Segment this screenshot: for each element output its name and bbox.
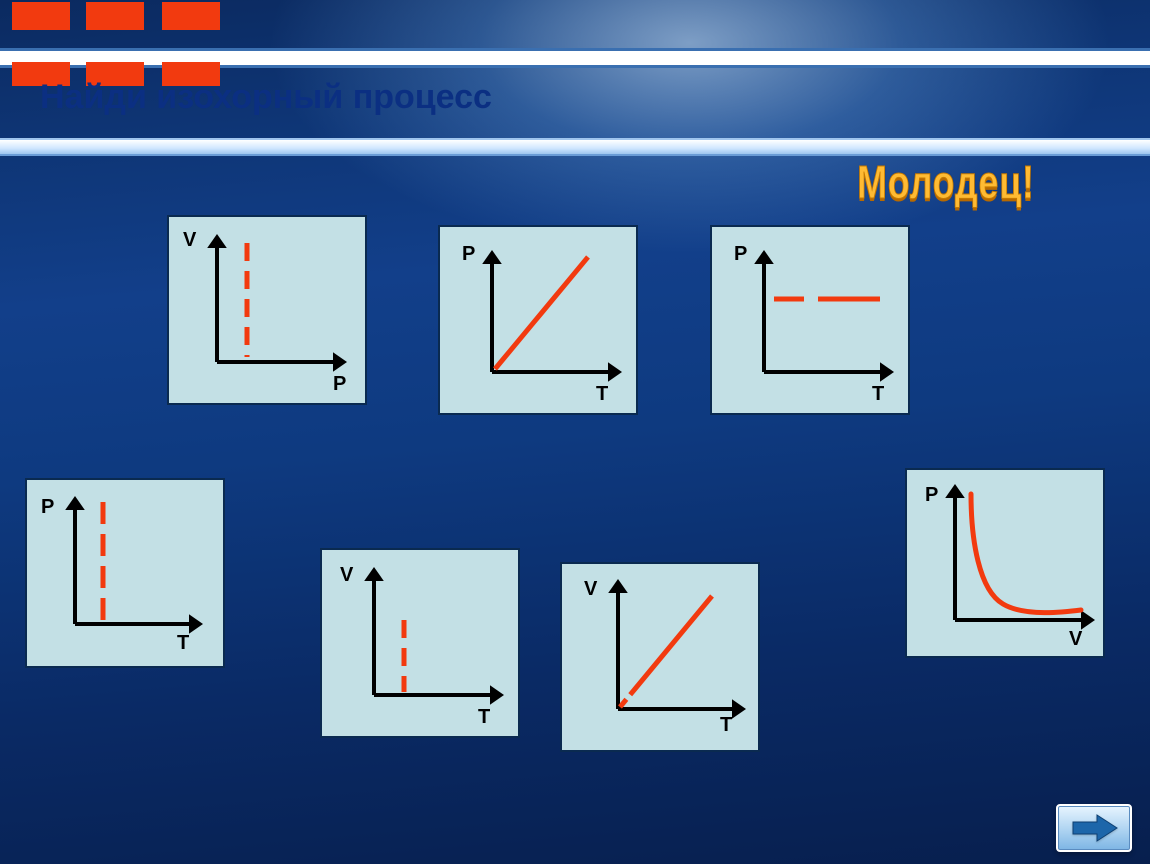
x-axis-label: T [872,383,884,406]
decoration-block [162,2,220,30]
decoration-block [12,2,70,30]
y-axis-label: V [183,229,196,252]
chart-card[interactable]: VP [167,215,367,405]
y-axis-label: P [462,243,475,266]
praise-text: Молодец! [857,155,1035,209]
x-axis-label: T [478,706,490,729]
chart-card[interactable]: VT [560,562,760,752]
subheader-strip [0,138,1150,156]
chart-card[interactable]: VT [320,548,520,738]
x-axis-label: T [720,714,732,737]
x-axis-label: T [177,632,189,655]
arrow-right-icon [1069,813,1119,843]
x-axis-label: V [1069,628,1082,651]
chart-svg [27,480,227,670]
y-axis-label: P [925,484,938,507]
next-button[interactable] [1056,804,1132,852]
chart-card[interactable]: PT [710,225,910,415]
chart-card[interactable]: PV [905,468,1105,658]
decoration-block [86,2,144,30]
y-axis-label: P [41,496,54,519]
chart-card[interactable]: PT [438,225,638,415]
y-axis-label: V [584,578,597,601]
page-title: Найди изохорный процесс [40,78,492,117]
y-axis-label: P [734,243,747,266]
chart-card[interactable]: PT [25,478,225,668]
x-axis-label: T [596,383,608,406]
x-axis-label: P [333,373,346,396]
y-axis-label: V [340,564,353,587]
